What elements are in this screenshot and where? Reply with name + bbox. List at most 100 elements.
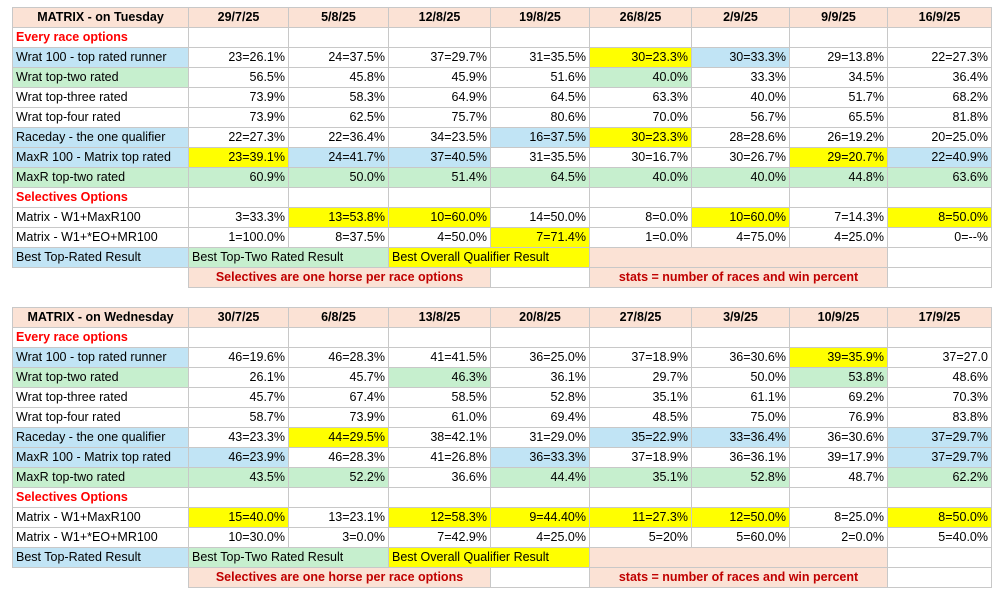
data-cell[interactable]: 36.4% [887, 67, 992, 88]
data-cell[interactable]: 39=35.9% [789, 347, 888, 368]
stats-note[interactable]: stats = number of races and win percent [589, 267, 888, 288]
data-cell[interactable]: 45.8% [288, 67, 389, 88]
empty-cell[interactable] [691, 27, 790, 48]
data-cell[interactable]: 0=--% [887, 227, 992, 248]
data-cell[interactable]: 46.3% [388, 367, 491, 388]
empty-cell[interactable] [691, 327, 790, 348]
row-label[interactable]: Wrat top-four rated [12, 407, 189, 428]
data-cell[interactable]: 29.7% [589, 367, 692, 388]
data-cell[interactable]: 7=71.4% [490, 227, 590, 248]
data-cell[interactable]: 40.0% [589, 67, 692, 88]
data-cell[interactable]: 58.5% [388, 387, 491, 408]
data-cell[interactable]: 67.4% [288, 387, 389, 408]
data-cell[interactable]: 31=29.0% [490, 427, 590, 448]
data-cell[interactable]: 40.0% [691, 87, 790, 108]
data-cell[interactable]: 70.0% [589, 107, 692, 128]
section-label[interactable]: Selectives Options [12, 487, 189, 508]
data-cell[interactable]: 46=28.3% [288, 447, 389, 468]
row-label[interactable]: Matrix - W1+*EO+MR100 [12, 227, 189, 248]
data-cell[interactable]: 35=22.9% [589, 427, 692, 448]
data-cell[interactable]: 28=28.6% [691, 127, 790, 148]
data-cell[interactable]: 4=50.0% [388, 227, 491, 248]
data-cell[interactable]: 8=37.5% [288, 227, 389, 248]
data-cell[interactable]: 37=40.5% [388, 147, 491, 168]
empty-cell[interactable] [490, 187, 590, 208]
data-cell[interactable]: 9=44.40% [490, 507, 590, 528]
data-cell[interactable]: 4=25.0% [490, 527, 590, 548]
empty-cell[interactable] [490, 487, 590, 508]
data-cell[interactable]: 50.0% [288, 167, 389, 188]
data-cell[interactable]: 64.5% [490, 167, 590, 188]
data-cell[interactable]: 83.8% [887, 407, 992, 428]
empty-cell[interactable] [388, 187, 491, 208]
date-header[interactable]: 2/9/25 [691, 7, 790, 28]
data-cell[interactable]: 76.9% [789, 407, 888, 428]
row-label[interactable]: Wrat top-three rated [12, 87, 189, 108]
date-header[interactable]: 3/9/25 [691, 307, 790, 328]
data-cell[interactable]: 37=18.9% [589, 347, 692, 368]
data-cell[interactable]: 8=25.0% [789, 507, 888, 528]
empty-cell[interactable] [288, 27, 389, 48]
data-cell[interactable]: 30=23.3% [589, 127, 692, 148]
data-cell[interactable]: 22=40.9% [887, 147, 992, 168]
date-header[interactable]: 6/8/25 [288, 307, 389, 328]
data-cell[interactable]: 75.0% [691, 407, 790, 428]
data-cell[interactable]: 13=23.1% [288, 507, 389, 528]
selectives-note[interactable]: Selectives are one horse per race option… [188, 267, 491, 288]
empty-cell[interactable] [388, 27, 491, 48]
data-cell[interactable]: 36=36.1% [691, 447, 790, 468]
empty-cell[interactable] [288, 187, 389, 208]
data-cell[interactable]: 35.1% [589, 467, 692, 488]
data-cell[interactable]: 65.5% [789, 107, 888, 128]
data-cell[interactable]: 12=58.3% [388, 507, 491, 528]
data-cell[interactable]: 2=0.0% [789, 527, 888, 548]
data-cell[interactable]: 46=28.3% [288, 347, 389, 368]
empty-cell[interactable] [589, 27, 692, 48]
row-label[interactable]: Matrix - W1+MaxR100 [12, 507, 189, 528]
legend-overall-qualifier[interactable]: Best Overall Qualifier Result [388, 247, 590, 268]
data-cell[interactable]: 33.3% [691, 67, 790, 88]
date-header[interactable]: 13/8/25 [388, 307, 491, 328]
data-cell[interactable]: 40.0% [589, 167, 692, 188]
empty-cell[interactable] [789, 487, 888, 508]
date-header[interactable]: 9/9/25 [789, 7, 888, 28]
row-label[interactable]: Matrix - W1+MaxR100 [12, 207, 189, 228]
date-header[interactable]: 26/8/25 [589, 7, 692, 28]
data-cell[interactable]: 61.0% [388, 407, 491, 428]
empty-cell[interactable] [789, 187, 888, 208]
data-cell[interactable]: 8=50.0% [887, 207, 992, 228]
date-header[interactable]: 12/8/25 [388, 7, 491, 28]
data-cell[interactable]: 36=25.0% [490, 347, 590, 368]
date-header[interactable]: 29/7/25 [188, 7, 289, 28]
empty-cell[interactable] [388, 487, 491, 508]
row-label[interactable]: Wrat 100 - top rated runner [12, 47, 189, 68]
data-cell[interactable]: 3=0.0% [288, 527, 389, 548]
empty-cell[interactable] [188, 487, 289, 508]
data-cell[interactable]: 64.5% [490, 87, 590, 108]
date-header[interactable]: 10/9/25 [789, 307, 888, 328]
empty-cell[interactable] [887, 567, 992, 588]
data-cell[interactable]: 26.1% [188, 367, 289, 388]
data-cell[interactable]: 46=19.6% [188, 347, 289, 368]
data-cell[interactable]: 64.9% [388, 87, 491, 108]
data-cell[interactable]: 51.7% [789, 87, 888, 108]
data-cell[interactable]: 23=39.1% [188, 147, 289, 168]
data-cell[interactable]: 37=29.7% [887, 427, 992, 448]
selectives-note[interactable]: Selectives are one horse per race option… [188, 567, 491, 588]
data-cell[interactable]: 45.9% [388, 67, 491, 88]
data-cell[interactable]: 60.9% [188, 167, 289, 188]
data-cell[interactable]: 37=29.7% [887, 447, 992, 468]
empty-cell[interactable] [887, 267, 992, 288]
data-cell[interactable]: 1=100.0% [188, 227, 289, 248]
row-label[interactable]: Raceday - the one qualifier [12, 427, 189, 448]
row-label[interactable]: MaxR 100 - Matrix top rated [12, 447, 189, 468]
legend-top-rated[interactable]: Best Top-Rated Result [12, 547, 189, 568]
data-cell[interactable]: 29=20.7% [789, 147, 888, 168]
empty-cell[interactable] [388, 327, 491, 348]
data-cell[interactable]: 24=41.7% [288, 147, 389, 168]
empty-cell[interactable] [887, 327, 992, 348]
empty-cell[interactable] [887, 187, 992, 208]
data-cell[interactable]: 37=29.7% [388, 47, 491, 68]
empty-cell[interactable] [887, 247, 992, 268]
data-cell[interactable]: 81.8% [887, 107, 992, 128]
